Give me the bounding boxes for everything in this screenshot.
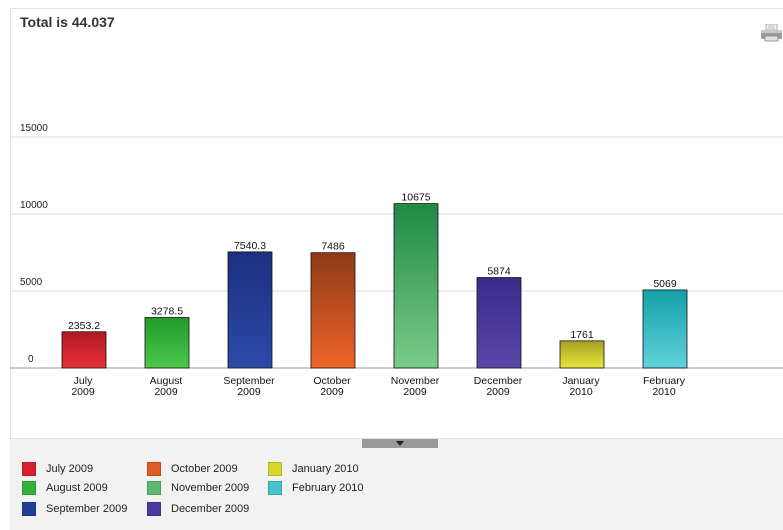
legend-swatch: [22, 502, 36, 516]
x-tick-label: 2009: [237, 386, 261, 398]
print-icon[interactable]: [760, 24, 783, 42]
x-tick-label: July: [74, 375, 93, 387]
legend-swatch: [22, 481, 36, 495]
data-label: 2353.2: [68, 320, 100, 332]
bar[interactable]: [559, 340, 605, 369]
y-tick-label: 0: [28, 354, 34, 365]
legend-label: November 2009: [171, 482, 250, 494]
chart-frame: [10, 8, 783, 529]
legend-item[interactable]: November 2009: [147, 480, 249, 496]
legend-label: December 2009: [171, 503, 250, 515]
legend-label: July 2009: [46, 463, 94, 475]
data-label: 7540.3: [234, 240, 266, 252]
chevron-down-icon: [396, 441, 404, 446]
x-tick-label: January: [562, 375, 600, 387]
legend-label: January 2010: [292, 463, 359, 475]
legend-item[interactable]: February 2010: [268, 480, 364, 496]
bar[interactable]: [393, 203, 439, 369]
legend-label: August 2009: [46, 482, 108, 494]
y-tick-label: 5000: [20, 277, 43, 288]
legend-item[interactable]: July 2009: [22, 461, 93, 477]
bar[interactable]: [61, 331, 107, 369]
bar[interactable]: [310, 252, 356, 369]
legend-swatch: [22, 462, 36, 476]
x-tick-label: August: [150, 375, 183, 387]
x-tick-label: 2010: [652, 386, 676, 398]
legend-item[interactable]: August 2009: [22, 480, 108, 496]
x-tick-label: 2010: [569, 386, 593, 398]
data-label: 5069: [653, 278, 677, 290]
legend-swatch: [268, 462, 282, 476]
y-tick-label: 10000: [20, 200, 48, 211]
legend-swatch: [268, 481, 282, 495]
x-tick-label: 2009: [403, 386, 427, 398]
x-tick-label: 2009: [320, 386, 344, 398]
legend-swatch: [147, 481, 161, 495]
legend-collapse-handle[interactable]: [362, 439, 438, 448]
legend-item[interactable]: December 2009: [147, 501, 249, 517]
legend-swatch: [147, 462, 161, 476]
legend-label: February 2010: [292, 482, 364, 494]
chart-title: Total is 44.037: [20, 14, 115, 30]
legend-item[interactable]: September 2009: [22, 501, 127, 517]
x-tick-label: 2009: [71, 386, 95, 398]
x-tick-label: December: [474, 375, 523, 387]
data-label: 3278.5: [151, 306, 183, 318]
legend-label: October 2009: [171, 463, 238, 475]
legend-label: September 2009: [46, 503, 128, 515]
x-tick-label: October: [313, 375, 351, 387]
legend-item[interactable]: January 2010: [268, 461, 359, 477]
data-label: 5874: [487, 266, 511, 278]
data-label: 10675: [401, 192, 430, 204]
bar-chart: 0500010000150002353.2July20093278.5Augus…: [10, 123, 783, 398]
bar[interactable]: [476, 277, 522, 369]
data-label: 1761: [570, 329, 594, 341]
legend: July 2009 August 2009 September 2009 Octobe…: [10, 438, 783, 530]
legend-swatch: [147, 502, 161, 516]
x-tick-label: November: [391, 375, 440, 387]
bar[interactable]: [642, 289, 688, 369]
x-tick-label: 2009: [154, 386, 178, 398]
bar[interactable]: [227, 251, 273, 369]
x-tick-label: 2009: [486, 386, 510, 398]
bar[interactable]: [144, 317, 190, 369]
x-tick-label: February: [643, 375, 686, 387]
x-tick-label: September: [223, 375, 275, 387]
data-label: 7486: [321, 241, 345, 253]
y-tick-label: 15000: [20, 123, 48, 134]
legend-item[interactable]: October 2009: [147, 461, 238, 477]
